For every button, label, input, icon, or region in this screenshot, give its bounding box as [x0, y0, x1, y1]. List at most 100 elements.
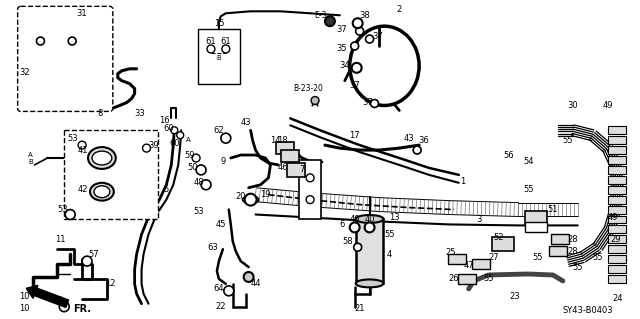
- Text: 11: 11: [55, 235, 65, 244]
- Bar: [609, 136, 627, 144]
- Text: 53: 53: [57, 205, 68, 214]
- Ellipse shape: [94, 186, 110, 198]
- Text: 9: 9: [220, 158, 225, 167]
- Text: 59: 59: [184, 151, 195, 160]
- Text: 31: 31: [77, 9, 88, 18]
- Bar: [609, 176, 627, 184]
- Bar: [282, 150, 299, 162]
- Text: 49: 49: [607, 213, 618, 222]
- Bar: [493, 237, 515, 251]
- Text: 40: 40: [349, 215, 360, 224]
- Text: 27: 27: [488, 253, 499, 262]
- Text: 56: 56: [503, 151, 514, 160]
- Text: 54: 54: [523, 158, 533, 167]
- Text: 35: 35: [337, 44, 347, 54]
- Text: 14: 14: [270, 136, 281, 145]
- Text: 25: 25: [445, 248, 456, 257]
- Text: 16: 16: [159, 116, 170, 125]
- Text: 13: 13: [389, 213, 399, 222]
- Bar: [609, 245, 627, 253]
- Bar: [609, 166, 627, 174]
- Text: 5: 5: [164, 185, 169, 194]
- Text: 28: 28: [568, 235, 578, 244]
- Bar: [276, 142, 294, 154]
- Text: 40: 40: [364, 215, 375, 224]
- Text: 53: 53: [194, 207, 204, 216]
- Bar: [609, 235, 627, 243]
- Text: 55: 55: [483, 274, 494, 284]
- Circle shape: [60, 302, 69, 312]
- Ellipse shape: [92, 151, 112, 165]
- Text: 41: 41: [78, 145, 88, 155]
- Text: 23: 23: [509, 292, 520, 301]
- Bar: [609, 156, 627, 164]
- Text: 2: 2: [397, 5, 402, 14]
- Bar: [609, 275, 627, 283]
- Text: 34: 34: [339, 61, 350, 70]
- Text: E-3: E-3: [314, 11, 326, 20]
- Text: 51: 51: [548, 205, 558, 214]
- Circle shape: [349, 222, 360, 232]
- Circle shape: [354, 243, 362, 251]
- Text: 30: 30: [568, 101, 578, 110]
- Circle shape: [306, 196, 314, 204]
- Circle shape: [244, 272, 253, 282]
- Text: 33: 33: [134, 109, 145, 118]
- Text: 55: 55: [533, 253, 543, 262]
- Text: 61: 61: [205, 37, 216, 46]
- Circle shape: [207, 45, 215, 53]
- Bar: [472, 259, 490, 269]
- Bar: [609, 126, 627, 134]
- Text: 19: 19: [260, 190, 271, 199]
- Text: 55: 55: [384, 230, 395, 239]
- Ellipse shape: [90, 183, 114, 201]
- Text: 43: 43: [241, 118, 251, 127]
- Ellipse shape: [356, 279, 383, 287]
- Text: 60: 60: [163, 124, 173, 133]
- Ellipse shape: [356, 215, 383, 223]
- Text: 39: 39: [148, 141, 159, 150]
- Text: 55: 55: [523, 185, 533, 194]
- Text: 21: 21: [355, 304, 365, 313]
- Bar: [609, 146, 627, 154]
- Text: 55: 55: [573, 263, 583, 271]
- Circle shape: [306, 174, 314, 182]
- Circle shape: [371, 100, 378, 108]
- Circle shape: [353, 18, 363, 28]
- Text: SY43-B0403: SY43-B0403: [563, 306, 613, 315]
- Text: 29: 29: [610, 235, 621, 244]
- Circle shape: [171, 127, 178, 134]
- Circle shape: [36, 37, 44, 45]
- Bar: [609, 186, 627, 194]
- Text: 48: 48: [194, 178, 204, 187]
- Text: 3: 3: [476, 215, 481, 224]
- Bar: [609, 196, 627, 204]
- Text: 42: 42: [78, 185, 88, 194]
- Text: 18: 18: [277, 136, 287, 145]
- Text: 15: 15: [214, 19, 224, 28]
- Text: 60: 60: [169, 139, 180, 148]
- Text: 37: 37: [372, 32, 383, 41]
- Text: 37: 37: [362, 98, 373, 107]
- Circle shape: [352, 63, 362, 73]
- Circle shape: [68, 37, 76, 45]
- Text: 53: 53: [68, 134, 79, 143]
- Circle shape: [365, 35, 374, 43]
- Circle shape: [413, 146, 421, 154]
- Text: 49: 49: [602, 101, 612, 110]
- Circle shape: [196, 165, 206, 175]
- FancyBboxPatch shape: [18, 6, 113, 111]
- Circle shape: [224, 286, 234, 296]
- Bar: [299, 160, 321, 219]
- Text: 38: 38: [359, 11, 370, 20]
- Text: 4: 4: [387, 250, 392, 259]
- Circle shape: [143, 144, 150, 152]
- Circle shape: [325, 16, 335, 26]
- Text: 57: 57: [89, 250, 99, 259]
- Bar: [609, 216, 627, 223]
- Ellipse shape: [243, 196, 259, 204]
- Text: B-23-20: B-23-20: [293, 84, 323, 93]
- Bar: [525, 222, 547, 232]
- Text: 50: 50: [188, 163, 198, 173]
- Text: 47: 47: [463, 261, 474, 270]
